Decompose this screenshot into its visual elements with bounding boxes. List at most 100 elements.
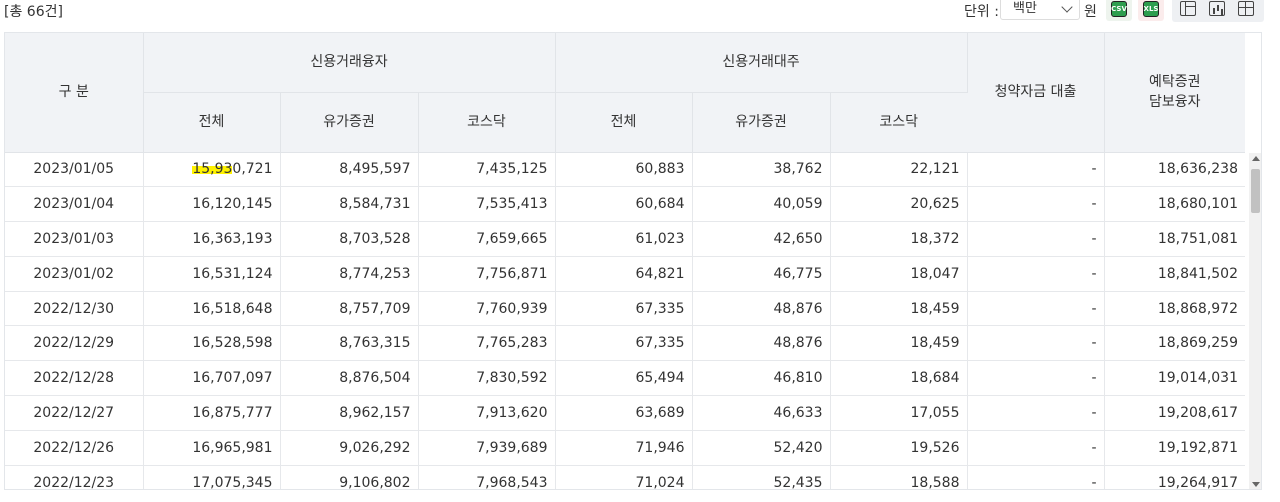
table-row: 2023/01/04 16,120,145 8,584,731 7,535,413 60… <box>5 186 1245 223</box>
table-body: 2023/01/05 15,930,721 8,495,597 7,435,125 60… <box>5 152 1245 489</box>
cell-short-total: 60,684 <box>555 186 693 223</box>
cell-subscription: - <box>967 186 1105 223</box>
cell-loan-sec: 8,774,253 <box>280 256 419 292</box>
cell-short-total: 61,023 <box>555 221 693 257</box>
cell-short-kosdaq: 18,459 <box>830 291 968 327</box>
cell-deposit: 18,751,081 <box>1104 221 1245 257</box>
cell-loan-kosdaq: 7,765,283 <box>418 325 556 362</box>
cell-loan-total: 16,965,981 <box>143 430 281 466</box>
cell-short-sec: 46,810 <box>692 360 831 397</box>
cell-loan-kosdaq: 7,435,125 <box>418 152 556 188</box>
cell-short-total: 67,335 <box>555 291 693 327</box>
cell-date: 2023/01/02 <box>5 256 144 292</box>
cell-deposit: 18,869,259 <box>1104 325 1245 362</box>
cell-short-kosdaq: 18,588 <box>830 465 968 489</box>
cell-short-total: 65,494 <box>555 360 693 397</box>
data-table-container[interactable]: 구 분 신용거래융자 신용거래대주 청약자금 대출 예탁증권 담보융자 전체 유… <box>4 32 1262 490</box>
cell-loan-kosdaq: 7,939,689 <box>418 430 556 466</box>
cell-short-total: 71,024 <box>555 465 693 489</box>
view-toggle-group <box>1172 0 1264 22</box>
table-row: 2022/12/26 16,965,981 9,026,292 7,939,689 71… <box>5 430 1245 466</box>
table-view-icon[interactable] <box>1238 1 1254 16</box>
header-credit-short: 신용거래대주 <box>555 33 968 93</box>
cell-date: 2022/12/30 <box>5 291 144 327</box>
cell-date: 2022/12/23 <box>5 465 144 489</box>
cell-subscription: - <box>967 465 1105 489</box>
cell-date: 2022/12/27 <box>5 395 144 431</box>
cell-deposit: 19,192,871 <box>1104 430 1245 466</box>
cell-loan-sec: 8,495,597 <box>280 152 419 188</box>
xls-download-icon: XLS <box>1143 1 1159 17</box>
cell-date: 2022/12/29 <box>5 325 144 362</box>
cell-short-kosdaq: 20,625 <box>830 186 968 223</box>
total-count: [총 66건] <box>4 4 63 20</box>
cell-loan-total: 16,875,777 <box>143 395 281 431</box>
chart-view-icon[interactable] <box>1209 1 1225 16</box>
cell-deposit: 18,841,502 <box>1104 256 1245 292</box>
cell-loan-sec: 9,106,802 <box>280 465 419 489</box>
header-loan-kosdaq: 코스닥 <box>418 92 556 153</box>
cell-subscription: - <box>967 256 1105 292</box>
table-row: 2022/12/30 16,518,648 8,757,709 7,760,939 67… <box>5 291 1245 327</box>
cell-loan-kosdaq: 7,760,939 <box>418 291 556 327</box>
unit-suffix: 원 <box>1084 4 1097 20</box>
cell-loan-total: 16,531,124 <box>143 256 281 292</box>
cell-loan-kosdaq: 7,659,665 <box>418 221 556 257</box>
unit-select-value: 백만 <box>1013 1 1037 16</box>
cell-loan-sec: 8,703,528 <box>280 221 419 257</box>
cell-short-sec: 40,059 <box>692 186 831 223</box>
cell-short-sec: 52,435 <box>692 465 831 489</box>
cell-short-sec: 48,876 <box>692 291 831 327</box>
cell-loan-total: 16,707,097 <box>143 360 281 397</box>
unit-select[interactable]: 백만 <box>1000 0 1080 20</box>
toolbar: [총 66건] 단위 : 백만 원 CSV XLS <box>0 0 1280 24</box>
scroll-thumb[interactable] <box>1251 169 1260 213</box>
cell-subscription: - <box>967 430 1105 466</box>
cell-short-total: 63,689 <box>555 395 693 431</box>
header-loan-total: 전체 <box>143 92 281 153</box>
cell-short-sec: 46,633 <box>692 395 831 431</box>
xls-download-button[interactable]: XLS <box>1138 0 1164 21</box>
vertical-scrollbar[interactable] <box>1249 153 1261 489</box>
grid-view-icon[interactable] <box>1180 1 1196 16</box>
cell-short-sec: 38,762 <box>692 152 831 188</box>
cell-short-total: 60,883 <box>555 152 693 188</box>
cell-deposit: 19,014,031 <box>1104 360 1245 397</box>
csv-download-button[interactable]: CSV <box>1106 0 1132 21</box>
scroll-down-icon[interactable] <box>1252 482 1260 487</box>
header-credit-loan: 신용거래융자 <box>143 33 556 93</box>
table-row: 2022/12/27 16,875,777 8,962,157 7,913,620 63… <box>5 395 1245 431</box>
cell-short-kosdaq: 18,459 <box>830 325 968 362</box>
cell-short-total: 71,946 <box>555 430 693 466</box>
cell-subscription: - <box>967 291 1105 327</box>
cell-short-kosdaq: 22,121 <box>830 152 968 188</box>
cell-date: 2023/01/05 <box>5 152 144 188</box>
cell-subscription: - <box>967 152 1105 188</box>
cell-subscription: - <box>967 221 1105 257</box>
cell-loan-total: 15,930,721 <box>143 152 281 188</box>
header-short-kosdaq: 코스닥 <box>830 92 967 153</box>
cell-short-kosdaq: 18,684 <box>830 360 968 397</box>
unit-label: 단위 : <box>964 4 999 20</box>
cell-loan-total: 16,120,145 <box>143 186 281 223</box>
cell-deposit: 19,264,917 <box>1104 465 1245 489</box>
cell-date: 2022/12/26 <box>5 430 144 466</box>
cell-short-sec: 52,420 <box>692 430 831 466</box>
cell-loan-total: 17,075,345 <box>143 465 281 489</box>
table-row: 2023/01/05 15,930,721 8,495,597 7,435,125 60… <box>5 152 1245 188</box>
header-short-securities: 유가증권 <box>692 92 831 153</box>
cell-subscription: - <box>967 395 1105 431</box>
table-row: 2022/12/23 17,075,345 9,106,802 7,968,543 71… <box>5 465 1245 489</box>
header-loan-securities: 유가증권 <box>280 92 419 153</box>
cell-loan-sec: 8,763,315 <box>280 325 419 362</box>
cell-loan-total: 16,363,193 <box>143 221 281 257</box>
cell-loan-kosdaq: 7,913,620 <box>418 395 556 431</box>
header-category: 구 분 <box>5 33 144 153</box>
cell-loan-sec: 8,584,731 <box>280 186 419 223</box>
header-subscription-loan: 청약자금 대출 <box>967 33 1105 153</box>
scroll-up-icon[interactable] <box>1252 156 1260 161</box>
cell-loan-total: 16,518,648 <box>143 291 281 327</box>
cell-deposit: 19,208,617 <box>1104 395 1245 431</box>
table-row: 2022/12/29 16,528,598 8,763,315 7,765,283 67… <box>5 325 1245 362</box>
cell-short-kosdaq: 19,526 <box>830 430 968 466</box>
